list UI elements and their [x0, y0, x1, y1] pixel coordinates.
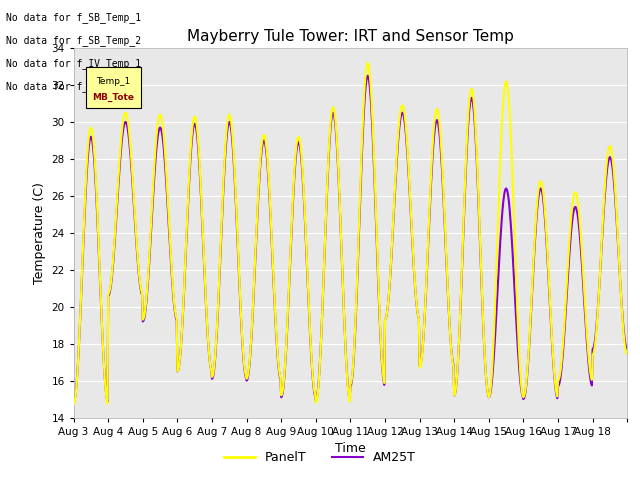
PanelT — [79, 263, 86, 269]
PanelT — [521, 391, 529, 396]
Text: No data for f_MB_Temp_2: No data for f_MB_Temp_2 — [6, 81, 141, 92]
Y-axis label: Temperature (C): Temperature (C) — [33, 182, 46, 284]
Line: AM25T: AM25T — [74, 76, 627, 403]
Text: Temp_1: Temp_1 — [97, 77, 131, 86]
PanelT — [623, 351, 631, 357]
Line: PanelT: PanelT — [74, 63, 627, 405]
Text: No data for f_SB_Temp_2: No data for f_SB_Temp_2 — [6, 35, 141, 46]
Title: Mayberry Tule Tower: IRT and Sensor Temp: Mayberry Tule Tower: IRT and Sensor Temp — [187, 29, 514, 44]
AM25T — [538, 186, 545, 192]
Text: No data for f_IV_Temp_1: No data for f_IV_Temp_1 — [6, 58, 141, 69]
PanelT — [468, 87, 476, 93]
Legend: PanelT, AM25T: PanelT, AM25T — [219, 446, 421, 469]
AM25T — [364, 73, 372, 79]
AM25T — [79, 267, 86, 273]
AM25T — [70, 400, 77, 406]
Text: No data for f_SB_Temp_1: No data for f_SB_Temp_1 — [6, 12, 141, 23]
PanelT — [70, 402, 77, 408]
AM25T — [623, 346, 631, 351]
PanelT — [191, 115, 199, 120]
AM25T — [468, 96, 476, 102]
PanelT — [145, 253, 153, 259]
X-axis label: Time: Time — [335, 442, 366, 455]
AM25T — [145, 259, 153, 264]
AM25T — [191, 122, 199, 128]
Text: MB_Tote: MB_Tote — [93, 93, 134, 102]
PanelT — [538, 179, 545, 185]
AM25T — [521, 393, 529, 398]
PanelT — [364, 60, 372, 66]
